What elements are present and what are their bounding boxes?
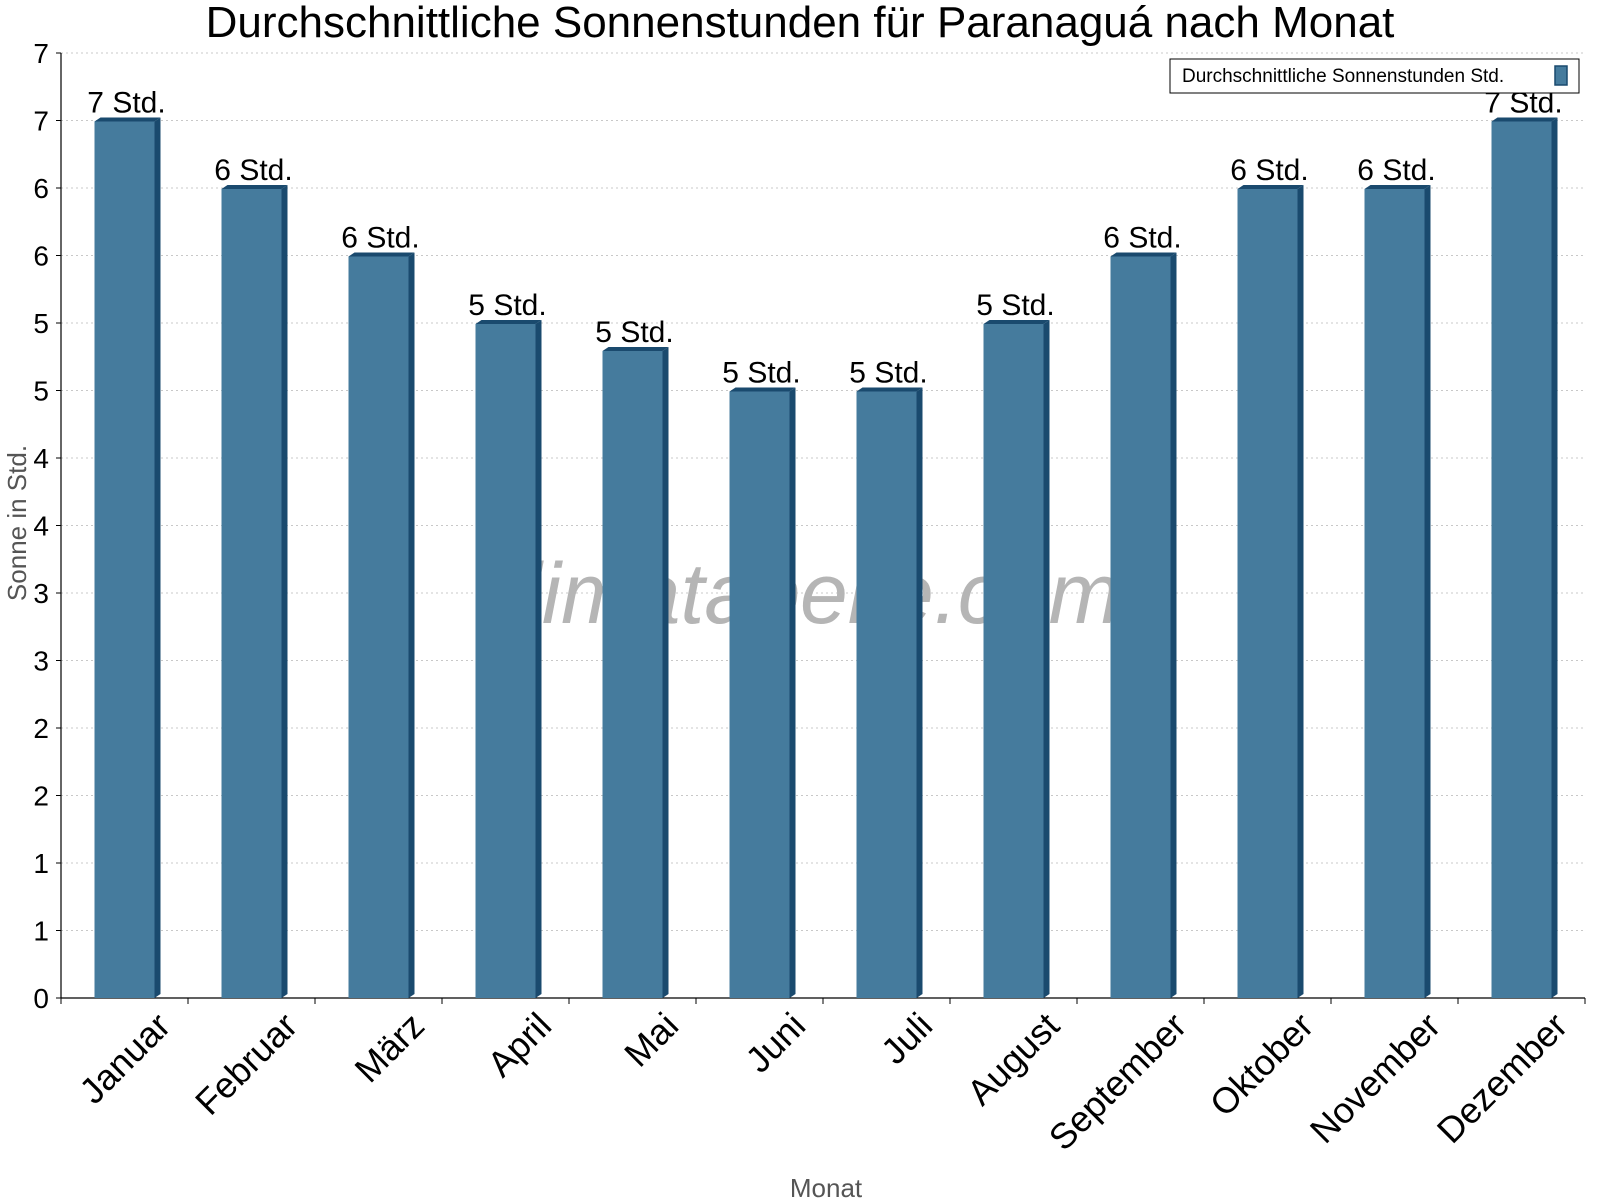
y-tick-label: 7 xyxy=(33,106,49,137)
data-label: 6 Std. xyxy=(214,154,292,187)
x-tick-label: September xyxy=(1041,1005,1195,1159)
bar xyxy=(1110,252,1177,998)
bar xyxy=(94,117,161,998)
bar-front xyxy=(1364,189,1425,998)
x-tick-label: April xyxy=(479,1005,559,1085)
bar-top xyxy=(602,347,669,351)
bar-front xyxy=(1110,256,1171,998)
bar xyxy=(1237,185,1304,998)
data-label: 6 Std. xyxy=(1230,154,1308,187)
data-label: 5 Std. xyxy=(722,357,800,390)
x-tick-label: Juni xyxy=(737,1005,813,1081)
x-tick-label: August xyxy=(959,1005,1067,1113)
bar-side xyxy=(535,320,542,998)
x-tick-label: Oktober xyxy=(1202,1005,1322,1125)
bar-top xyxy=(856,387,923,392)
x-axis-ticks: Januar Februar März April Mai Juni Juli AugustS… xyxy=(60,998,1586,1159)
bar-top xyxy=(348,252,415,257)
bar-side xyxy=(408,252,415,998)
data-label: 5 Std. xyxy=(468,289,546,322)
y-tick-label: 1 xyxy=(33,916,49,947)
bar-top xyxy=(475,320,542,324)
bar-side xyxy=(1551,117,1558,998)
bar-top xyxy=(94,117,161,122)
data-label: 6 Std. xyxy=(341,222,419,255)
x-tick-label: März xyxy=(347,1005,433,1091)
bar xyxy=(475,320,542,998)
bar-front xyxy=(983,324,1044,998)
bar xyxy=(1491,117,1558,998)
chart-title: Durchschnittliche Sonnenstunden für Para… xyxy=(206,0,1395,47)
y-tick-label: 2 xyxy=(33,713,49,744)
y-axis-label: Sonne in Std. xyxy=(2,445,32,601)
y-tick-label: 0 xyxy=(33,983,49,1014)
bar-front xyxy=(348,256,409,998)
bar-front xyxy=(1237,189,1298,998)
bar-top xyxy=(1491,117,1558,122)
y-tick-label: 4 xyxy=(33,443,49,474)
bar-side xyxy=(1424,185,1431,998)
legend-box xyxy=(1169,58,1580,94)
bar xyxy=(983,320,1050,998)
bar xyxy=(856,387,923,998)
bar-side xyxy=(789,387,796,998)
data-label: 6 Std. xyxy=(1103,222,1181,255)
x-tick-label: Januar xyxy=(71,1005,178,1112)
bar-side xyxy=(1170,252,1177,998)
x-tick-label: Mai xyxy=(616,1005,686,1075)
y-tick-label: 7 xyxy=(33,38,49,69)
grid-lines xyxy=(61,52,1585,931)
bars: 7 Std. 6 Std. 6 Std. 5 Std. 5 Std. 5 Std. 5 St… xyxy=(87,87,1563,998)
data-label: 5 Std. xyxy=(976,289,1054,322)
bar xyxy=(729,387,796,998)
bar-front xyxy=(221,189,282,998)
bar-top xyxy=(1237,185,1304,189)
y-tick-label: 1 xyxy=(33,848,49,879)
bar-front xyxy=(94,121,155,998)
bar-side xyxy=(281,185,288,998)
bar-front xyxy=(856,391,917,998)
x-axis-label: Monat xyxy=(790,1173,863,1200)
x-tick-label: Dezember xyxy=(1429,1005,1575,1151)
y-tick-label: 6 xyxy=(33,241,49,272)
bar-front xyxy=(729,391,790,998)
bar-side xyxy=(1297,185,1304,998)
bar-top xyxy=(983,320,1050,324)
bar-front xyxy=(475,324,536,998)
bar xyxy=(348,252,415,998)
bar xyxy=(1364,185,1431,998)
y-tick-label: 3 xyxy=(33,646,49,677)
y-tick-label: 5 xyxy=(33,308,49,339)
bar xyxy=(602,347,669,998)
bar-front xyxy=(602,351,663,998)
x-tick-label: November xyxy=(1302,1005,1448,1151)
data-label: 7 Std. xyxy=(87,87,165,120)
bar-side xyxy=(1043,320,1050,998)
x-tick-label: Juli xyxy=(873,1005,940,1072)
bar xyxy=(221,185,288,998)
legend-swatch xyxy=(1554,65,1568,86)
y-tick-label: 3 xyxy=(33,578,49,609)
bar-side xyxy=(154,117,161,998)
bar-side xyxy=(662,347,669,998)
data-label: 6 Std. xyxy=(1357,154,1435,187)
bar-top xyxy=(1364,185,1431,189)
y-tick-label: 6 xyxy=(33,173,49,204)
data-label: 5 Std. xyxy=(595,316,673,349)
bar-front xyxy=(1491,121,1552,998)
x-tick-label: Februar xyxy=(187,1005,305,1123)
bar-top xyxy=(221,185,288,189)
y-tick-label: 2 xyxy=(33,781,49,812)
legend: Durchschnittliche Sonnenstunden Std. xyxy=(1169,58,1580,94)
data-label: 5 Std. xyxy=(849,357,927,390)
y-tick-label: 4 xyxy=(33,511,49,542)
bar-top xyxy=(729,387,796,392)
bar-top xyxy=(1110,252,1177,257)
y-axis-ticks: 0 1 1 2 2 3 3 4 4 5 5 6 6 7 7 xyxy=(33,38,61,1014)
y-tick-label: 5 xyxy=(33,376,49,407)
bar-side xyxy=(916,387,923,998)
legend-label: Durchschnittliche Sonnenstunden Std. xyxy=(1182,66,1504,87)
